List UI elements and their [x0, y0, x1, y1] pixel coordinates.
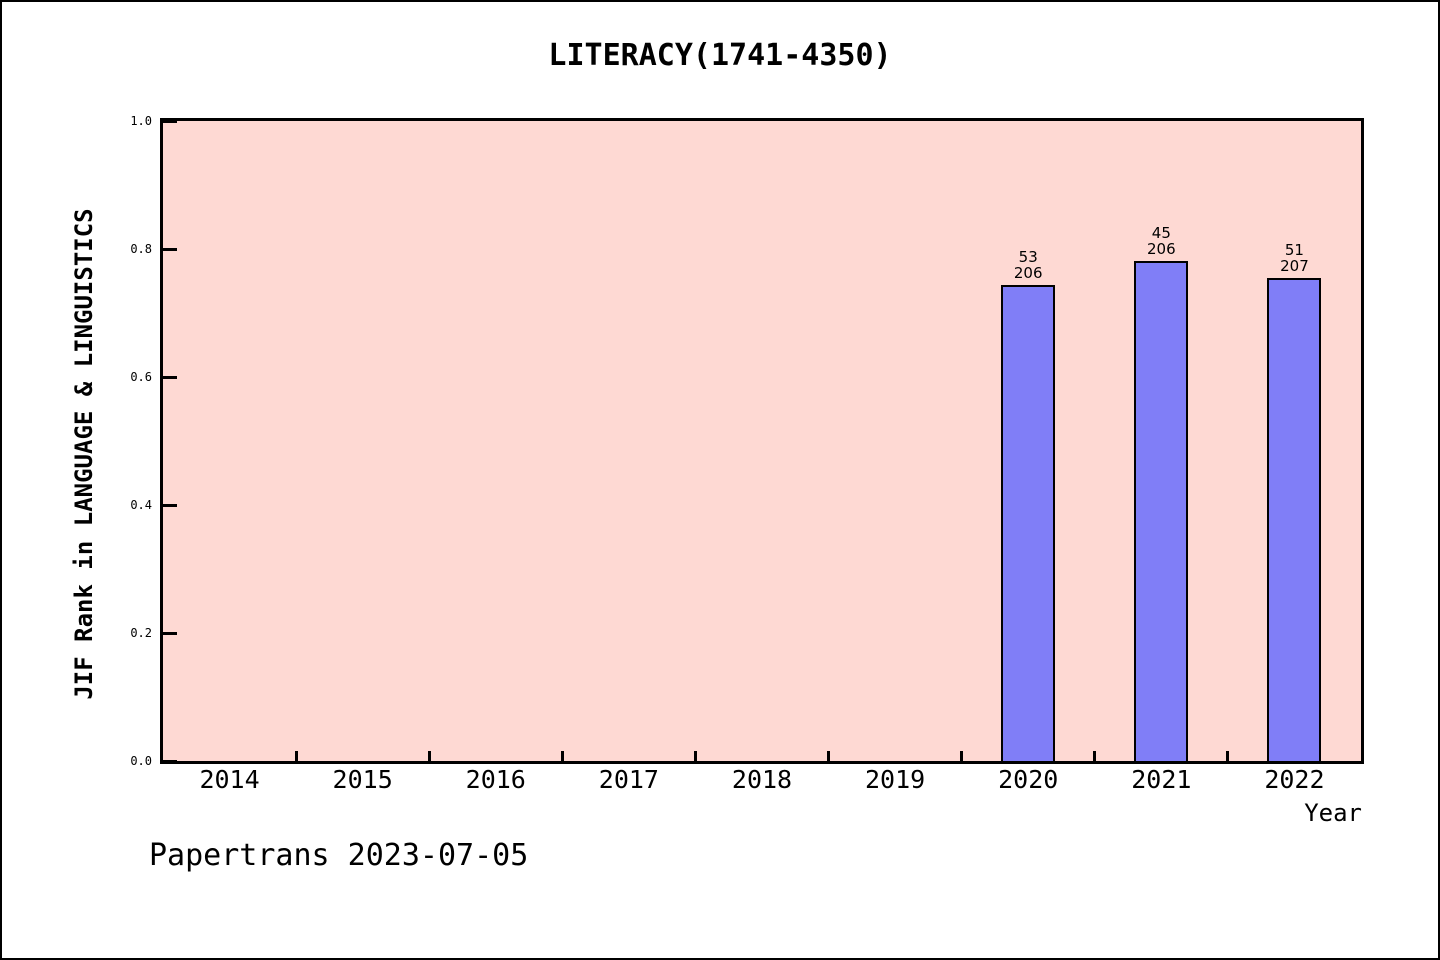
x-category-label-2022: 2022 [1264, 765, 1325, 794]
y-tick-mark-0.0 [163, 759, 177, 763]
x-tick-mark [960, 751, 964, 761]
x-tick-mark [560, 751, 564, 761]
x-category-label-2019: 2019 [865, 765, 926, 794]
x-category-label-2015: 2015 [332, 765, 393, 794]
bar-annotation-2020: 53 206 [983, 249, 1073, 281]
bar-annotation-2021: 45 206 [1116, 225, 1206, 257]
y-axis-label: JIF Rank in LANGUAGE & LINGUISTICS [70, 208, 98, 700]
x-tick-mark [1093, 751, 1097, 761]
x-tick-mark [1226, 751, 1230, 761]
bar-total-value: 207 [1280, 257, 1309, 276]
bar-total-value: 206 [1147, 239, 1176, 258]
bar-rank-value: 53 [1018, 248, 1038, 267]
y-tick-mark-0.4 [163, 503, 177, 507]
bar-2020 [1001, 285, 1056, 761]
bar-annotation-2022: 51 207 [1249, 242, 1339, 274]
y-tick-label-0.2: 0.2 [130, 626, 152, 640]
x-category-label-2014: 2014 [199, 765, 260, 794]
y-tick-mark-1.0 [163, 119, 177, 123]
x-tick-mark [827, 751, 831, 761]
y-tick-label-0.6: 0.6 [130, 370, 152, 384]
footer-text: Papertrans 2023-07-05 [149, 838, 529, 873]
x-category-label-2020: 2020 [998, 765, 1059, 794]
y-tick-label-1.0: 1.0 [130, 114, 152, 128]
y-tick-mark-0.2 [163, 631, 177, 635]
y-tick-mark-0.6 [163, 375, 177, 379]
x-category-label-2017: 2017 [598, 765, 659, 794]
bar-rank-value: 45 [1151, 223, 1171, 242]
y-tick-mark-0.8 [163, 247, 177, 251]
bar-total-value: 206 [1013, 264, 1043, 283]
chart-title: LITERACY(1741-4350) [548, 38, 892, 73]
plot-area: 53 206 45 206 51 207 [160, 118, 1364, 764]
bar-2021 [1134, 260, 1189, 761]
x-tick-mark [693, 751, 697, 761]
y-tick-label-0.4: 0.4 [130, 498, 152, 512]
y-tick-label-0.8: 0.8 [130, 242, 152, 256]
x-category-label-2021: 2021 [1131, 765, 1192, 794]
y-tick-label-0.0: 0.0 [130, 754, 152, 768]
x-category-label-2018: 2018 [731, 765, 793, 794]
x-category-label-2016: 2016 [465, 765, 526, 794]
x-tick-mark [427, 751, 431, 761]
bar-rank-value: 51 [1284, 241, 1304, 260]
bar-2022 [1267, 278, 1322, 761]
x-axis-label: Year [1304, 799, 1362, 827]
x-tick-mark [294, 751, 298, 761]
